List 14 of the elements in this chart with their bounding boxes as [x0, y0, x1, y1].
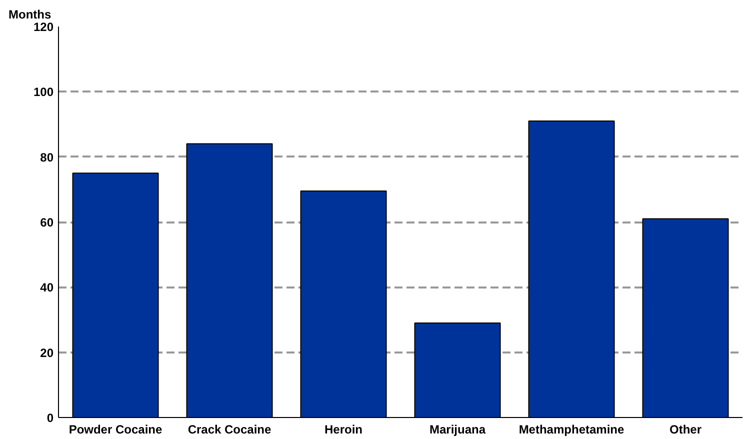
y-tick-label: 40	[40, 280, 54, 295]
x-tick-label: Powder Cocaine	[68, 422, 163, 436]
y-tick-label: 20	[40, 346, 54, 360]
y-tick-label: 120	[33, 20, 54, 34]
y-tick-label: 80	[40, 150, 54, 164]
y-axis-title: Months	[8, 8, 52, 22]
x-tick-label: Methamphetamine	[518, 422, 624, 436]
y-tick-label: 0	[46, 411, 54, 425]
y-tick-label: 100	[33, 85, 54, 100]
x-tick-label: Heroin	[324, 422, 363, 436]
y-tick-label: 60	[40, 216, 54, 230]
x-tick-label: Other	[670, 422, 702, 436]
x-tick-label: Crack Cocaine	[188, 422, 272, 436]
x-tick-label: Marijuana	[429, 422, 486, 436]
